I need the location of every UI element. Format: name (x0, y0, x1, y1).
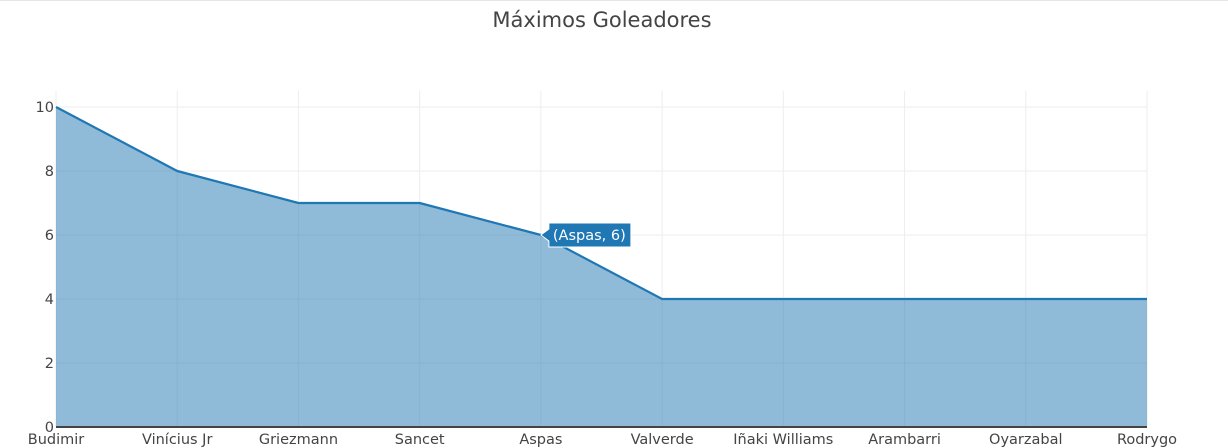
data-point (902, 296, 908, 302)
data-point (174, 168, 180, 174)
x-tick-label: Rodrygo (1117, 432, 1177, 448)
data-point (780, 296, 786, 302)
y-tick-label: 6 (45, 228, 54, 244)
x-tick-label: Valverde (631, 432, 694, 448)
x-tick-label: Budimir (28, 432, 85, 448)
data-point (295, 200, 301, 206)
x-axis-ticks: Budimir Vinícius Jr Griezmann Sancet Aspas Va… (28, 432, 1177, 448)
x-tick-label: Griezmann (259, 432, 338, 448)
x-tick-label: Vinícius Jr (142, 432, 212, 448)
x-tick-label: Sancet (395, 432, 445, 448)
y-tick-label: 4 (45, 292, 54, 308)
data-point (417, 200, 423, 206)
tooltip-box (540, 222, 632, 248)
y-tick-label: 8 (45, 164, 54, 180)
x-tick-label: Oyarzabal (989, 432, 1062, 448)
y-tick-label: 2 (45, 356, 54, 372)
chart-title: Máximos Goleadores (492, 8, 711, 32)
tooltip-label: (Aspas, 6) (553, 228, 626, 244)
data-point (1023, 296, 1029, 302)
x-tick-label: Arambarri (868, 432, 941, 448)
y-axis-ticks: 0 2 4 6 8 10 (36, 100, 54, 436)
data-point (659, 296, 665, 302)
hover-tooltip: (Aspas, 6) (540, 222, 632, 248)
x-tick-label: Iñaki Williams (733, 432, 833, 448)
x-tick-label: Aspas (519, 432, 562, 448)
y-tick-label: 0 (45, 420, 54, 436)
data-point (1144, 296, 1150, 302)
series-line (55, 106, 1147, 301)
y-tick-label: 10 (36, 100, 54, 116)
